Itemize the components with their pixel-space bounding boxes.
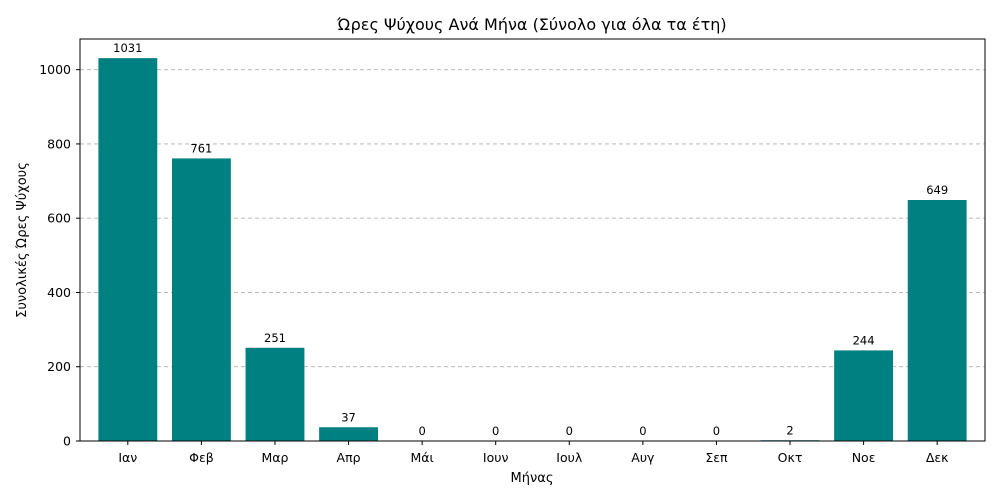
bar-value-label: 244 xyxy=(853,333,875,347)
bar xyxy=(319,427,378,441)
bar-value-label: 0 xyxy=(713,424,720,438)
x-tick-label: Οκτ xyxy=(778,450,803,465)
y-tick-label: 400 xyxy=(47,285,71,300)
x-axis-label: Μήνας xyxy=(511,471,554,486)
data-labels: 1031 761 251 37 0 0 0 0 0 2 244 649 xyxy=(113,41,948,438)
x-tick-label: Ιουν xyxy=(483,450,509,465)
bar xyxy=(834,350,894,441)
bar-value-label: 0 xyxy=(492,424,499,438)
bar-value-label: 37 xyxy=(341,410,356,424)
x-tick-label: Μαρ xyxy=(261,450,288,465)
x-tick-label: Σεπ xyxy=(705,450,728,465)
bar-value-label: 251 xyxy=(264,331,286,345)
bar xyxy=(907,199,967,441)
bars xyxy=(98,58,967,442)
x-tick-label: Δεκ xyxy=(926,450,949,465)
bar-value-label: 1031 xyxy=(113,41,142,55)
x-tick-label: Ιαν xyxy=(118,450,137,465)
bar xyxy=(245,347,305,441)
x-tick-label: Φεβ xyxy=(189,450,214,465)
x-tick-label: Μάι xyxy=(411,450,434,465)
y-tick-label: 200 xyxy=(47,359,71,374)
bar xyxy=(98,58,158,442)
bar-value-label: 761 xyxy=(190,141,212,155)
bar-value-label: 649 xyxy=(926,183,948,197)
x-tick-label: Αυγ xyxy=(631,450,655,465)
chart-title: Ώρες Ψύχους Ανά Μήνα (Σύνολο για όλα τα … xyxy=(336,15,726,34)
bar-value-label: 0 xyxy=(566,424,573,438)
bar-value-label: 0 xyxy=(639,424,646,438)
x-tick-label: Ιουλ xyxy=(556,450,583,465)
bar xyxy=(171,158,231,441)
x-tick-label: Νοε xyxy=(852,450,876,465)
y-axis-label: Συνολικές Ώρες Ψύχους xyxy=(15,162,30,318)
y-tick-label: 1000 xyxy=(39,62,71,77)
y-tick-label: 600 xyxy=(47,211,71,226)
x-tick-label: Απρ xyxy=(337,450,361,465)
bar-value-label: 0 xyxy=(418,424,425,438)
plot-frame xyxy=(79,38,986,442)
y-tick-label: 800 xyxy=(47,136,71,151)
y-tick-label: 0 xyxy=(63,434,71,449)
bar-value-label: 2 xyxy=(786,423,793,437)
